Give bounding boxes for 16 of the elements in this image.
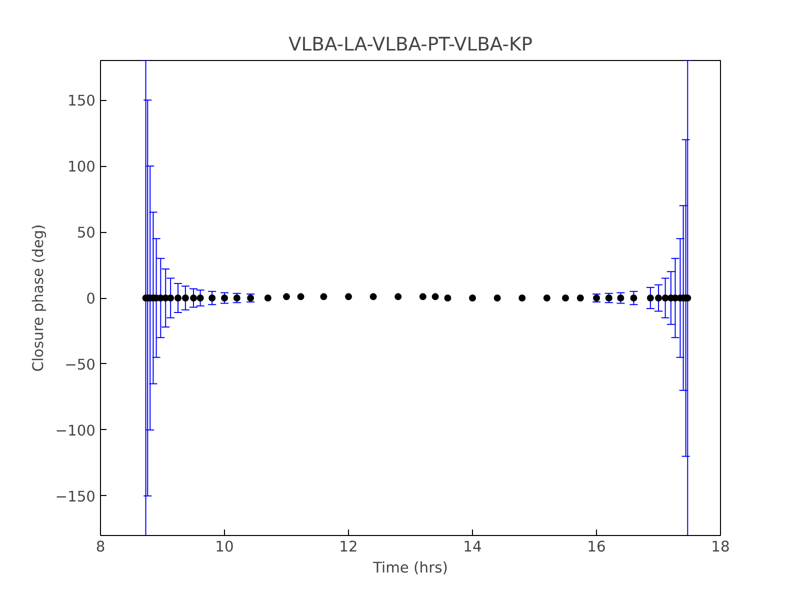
y-tick-label: −150 [55, 488, 96, 506]
x-tick-label: 18 [711, 538, 730, 556]
x-axis-title: Time (hrs) [372, 560, 448, 576]
x-tick-label: 14 [463, 538, 482, 556]
y-tick-label: 150 [68, 92, 96, 110]
y-tick-label: 100 [68, 158, 96, 176]
y-tick-label: 0 [86, 290, 96, 308]
x-tick-label: 16 [587, 538, 606, 556]
y-tick-label: −50 [64, 356, 96, 374]
x-tick-label: 8 [96, 538, 106, 556]
x-tick-label: 10 [215, 538, 234, 556]
chart-title: VLBA-LA-VLBA-PT-VLBA-KP [288, 34, 533, 56]
y-tick-label: 50 [76, 224, 96, 242]
y-tick-label: −100 [55, 422, 96, 440]
x-tick-label: 12 [339, 538, 358, 556]
y-axis-title: Closure phase (deg) [30, 224, 48, 372]
